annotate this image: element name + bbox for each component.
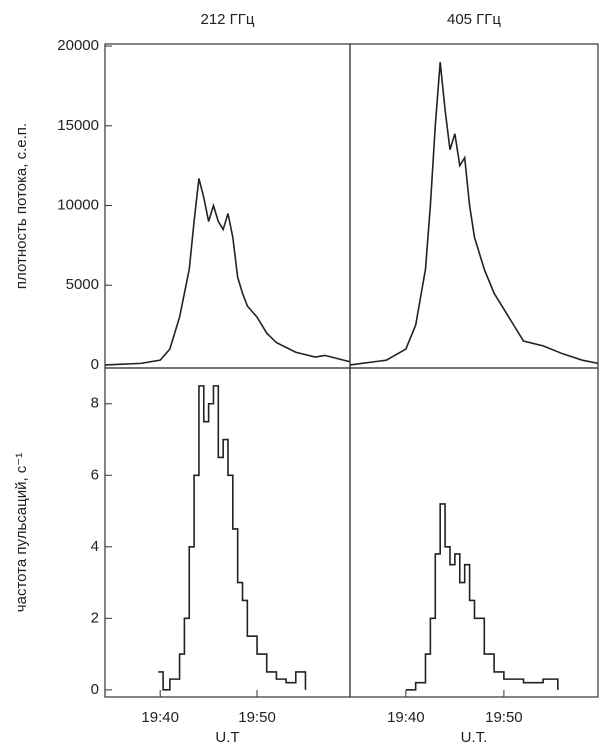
- y-tick-label: 6: [91, 466, 99, 483]
- data-line: [158, 385, 307, 691]
- y-tick-label: 20000: [57, 37, 99, 54]
- y-tick-label: 2: [91, 609, 99, 626]
- data-line: [104, 178, 351, 366]
- data-line: [405, 503, 559, 691]
- x-tick-label: 19:40: [141, 709, 179, 726]
- plot-frame: [349, 43, 599, 369]
- plot-frame: [349, 367, 599, 698]
- plot-frame: [104, 43, 351, 369]
- x-tick-label: 19:40: [387, 709, 425, 726]
- y-tick-label: 8: [91, 395, 99, 412]
- y-tick-label: 4: [91, 538, 99, 555]
- y-axis-label: плотность потока, с.е.п.: [13, 123, 30, 289]
- x-axis-label: U.T: [215, 729, 239, 746]
- x-axis-label: U.T.: [461, 729, 488, 746]
- y-axis-label: частота пульсаций, с⁻¹: [13, 453, 30, 612]
- y-tick-label: 10000: [57, 196, 99, 213]
- chart-title: 212 ГГц: [200, 11, 254, 28]
- y-tick-label: 5000: [66, 276, 99, 293]
- y-tick-label: 0: [91, 356, 99, 373]
- y-tick-label: 0: [91, 681, 99, 698]
- chart-title: 405 ГГц: [447, 11, 501, 28]
- x-tick-label: 19:50: [485, 709, 523, 726]
- data-line: [349, 61, 599, 366]
- y-tick-label: 15000: [57, 117, 99, 134]
- x-tick-label: 19:50: [238, 709, 276, 726]
- plot-frame: [104, 367, 351, 698]
